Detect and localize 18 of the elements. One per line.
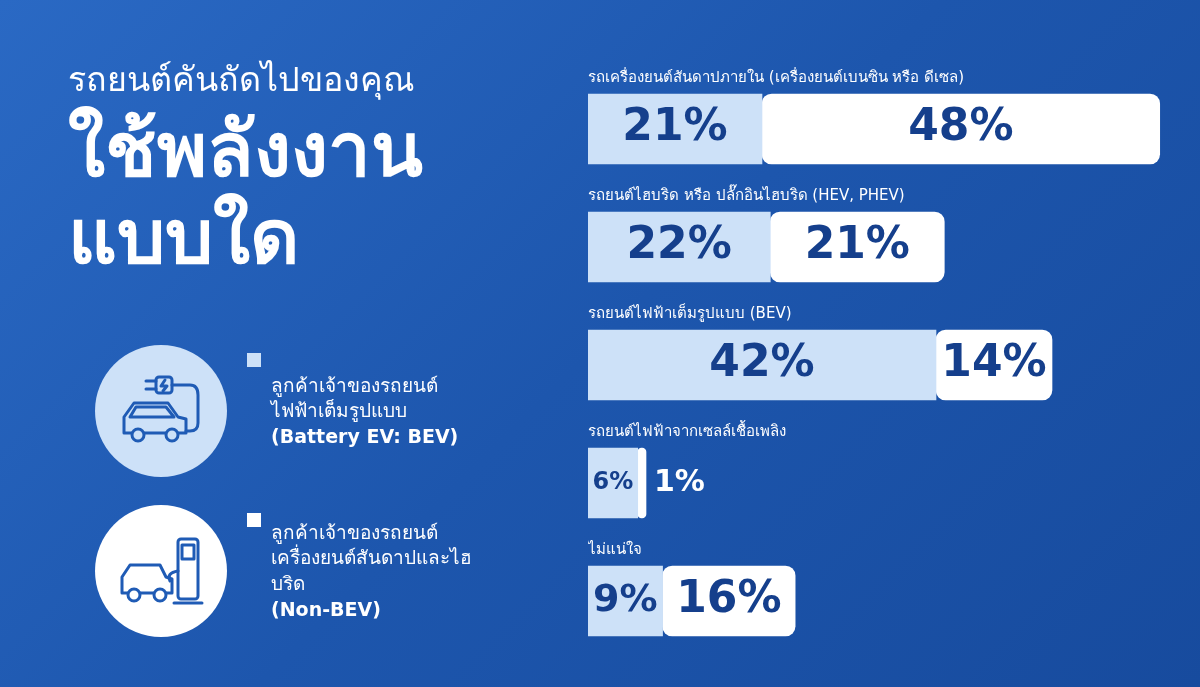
- data-label: 42%: [709, 335, 815, 387]
- text: รถยนต์คันถัดไปของคุณ: [68, 58, 416, 102]
- data-label: 21%: [622, 99, 728, 151]
- data-label: 16%: [676, 571, 782, 623]
- legend-label: ลูกค้าเจ้าของรถยนต์เครื่องยนต์สันดาปและไฮบริด (Non-BEV): [271, 519, 473, 622]
- data-label: 22%: [626, 217, 732, 269]
- data-label: 14%: [941, 335, 1047, 387]
- y-tick-label: รถยนต์ไฟฟ้าเต็มรูปแบบ (BEV): [588, 303, 792, 323]
- data-label: 21%: [804, 217, 910, 269]
- text: ใช้พลังงานแบบใด: [68, 105, 424, 282]
- data-label: 9%: [593, 575, 658, 620]
- legend-label: ลูกค้าเจ้าของรถยนต์ไฟฟ้าเต็มรูปแบบ (Battery EV: BEV): [271, 372, 460, 449]
- data-label: 1%: [654, 462, 705, 498]
- y-tick-label: รถเครื่องยนต์สันดาปภายใน (เครื่องยนต์เบนซิน หรือ ดีเซล): [588, 66, 965, 87]
- y-tick-label: รถยนต์ไฟฟ้าจากเซลล์เชื้อเพลิง: [588, 420, 786, 441]
- data-label: 48%: [908, 99, 1014, 151]
- data-label: 6%: [592, 467, 634, 496]
- y-tick-label: รถยนต์ไฮบริด หรือ ปลั๊กอินไฮบริด (HEV, PHEV): [588, 184, 905, 205]
